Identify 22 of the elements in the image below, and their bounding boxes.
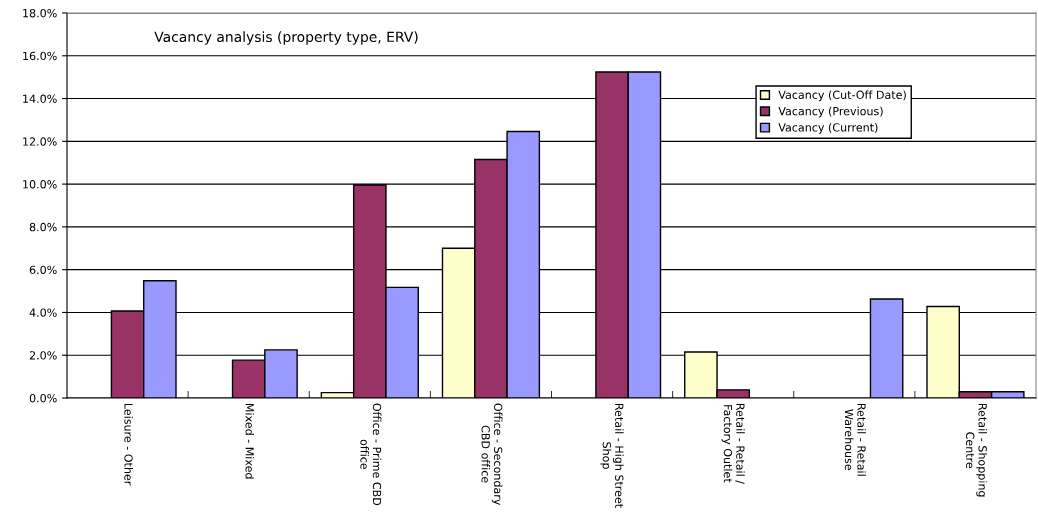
x-tick-label: Retail - Retail Warehouse — [844, 403, 866, 476]
x-tick-label: Retail - High Street Shop — [600, 403, 624, 508]
legend-label: Vacancy (Previous) — [778, 106, 883, 118]
y-tick-label: 0.0% — [29, 393, 57, 403]
x-tick-label: Mixed - Mixed — [245, 403, 255, 479]
legend-label: Vacancy (Cut-Off Date) — [778, 90, 906, 102]
y-tick-label: 16.0% — [23, 51, 57, 61]
x-tick-label: Leisure - Other — [124, 403, 133, 486]
y-tick-label: 14.0% — [23, 94, 57, 103]
y-tick-label: 18.0% — [23, 8, 57, 18]
y-tick-label: 8.0% — [29, 222, 57, 232]
y-tick-label: 2.0% — [29, 351, 57, 360]
legend-label: Vacancy (Current) — [778, 123, 878, 134]
x-tick-label: Retail - Retail / Factory Outlet — [721, 403, 745, 484]
x-tick-label: Retail - Shopping Centre — [965, 403, 988, 497]
text: Vacancy analysis (property type, ERV) — [154, 31, 418, 45]
x-tick-label: Office - Secondary CBD office — [481, 403, 503, 506]
x-tick-label: Office - Prime CBD office — [360, 403, 382, 506]
y-tick-label: 12.0% — [23, 137, 57, 146]
y-tick-label: 4.0% — [29, 308, 57, 317]
y-tick-label: 10.0% — [23, 180, 57, 189]
y-tick-label: 6.0% — [29, 265, 57, 275]
